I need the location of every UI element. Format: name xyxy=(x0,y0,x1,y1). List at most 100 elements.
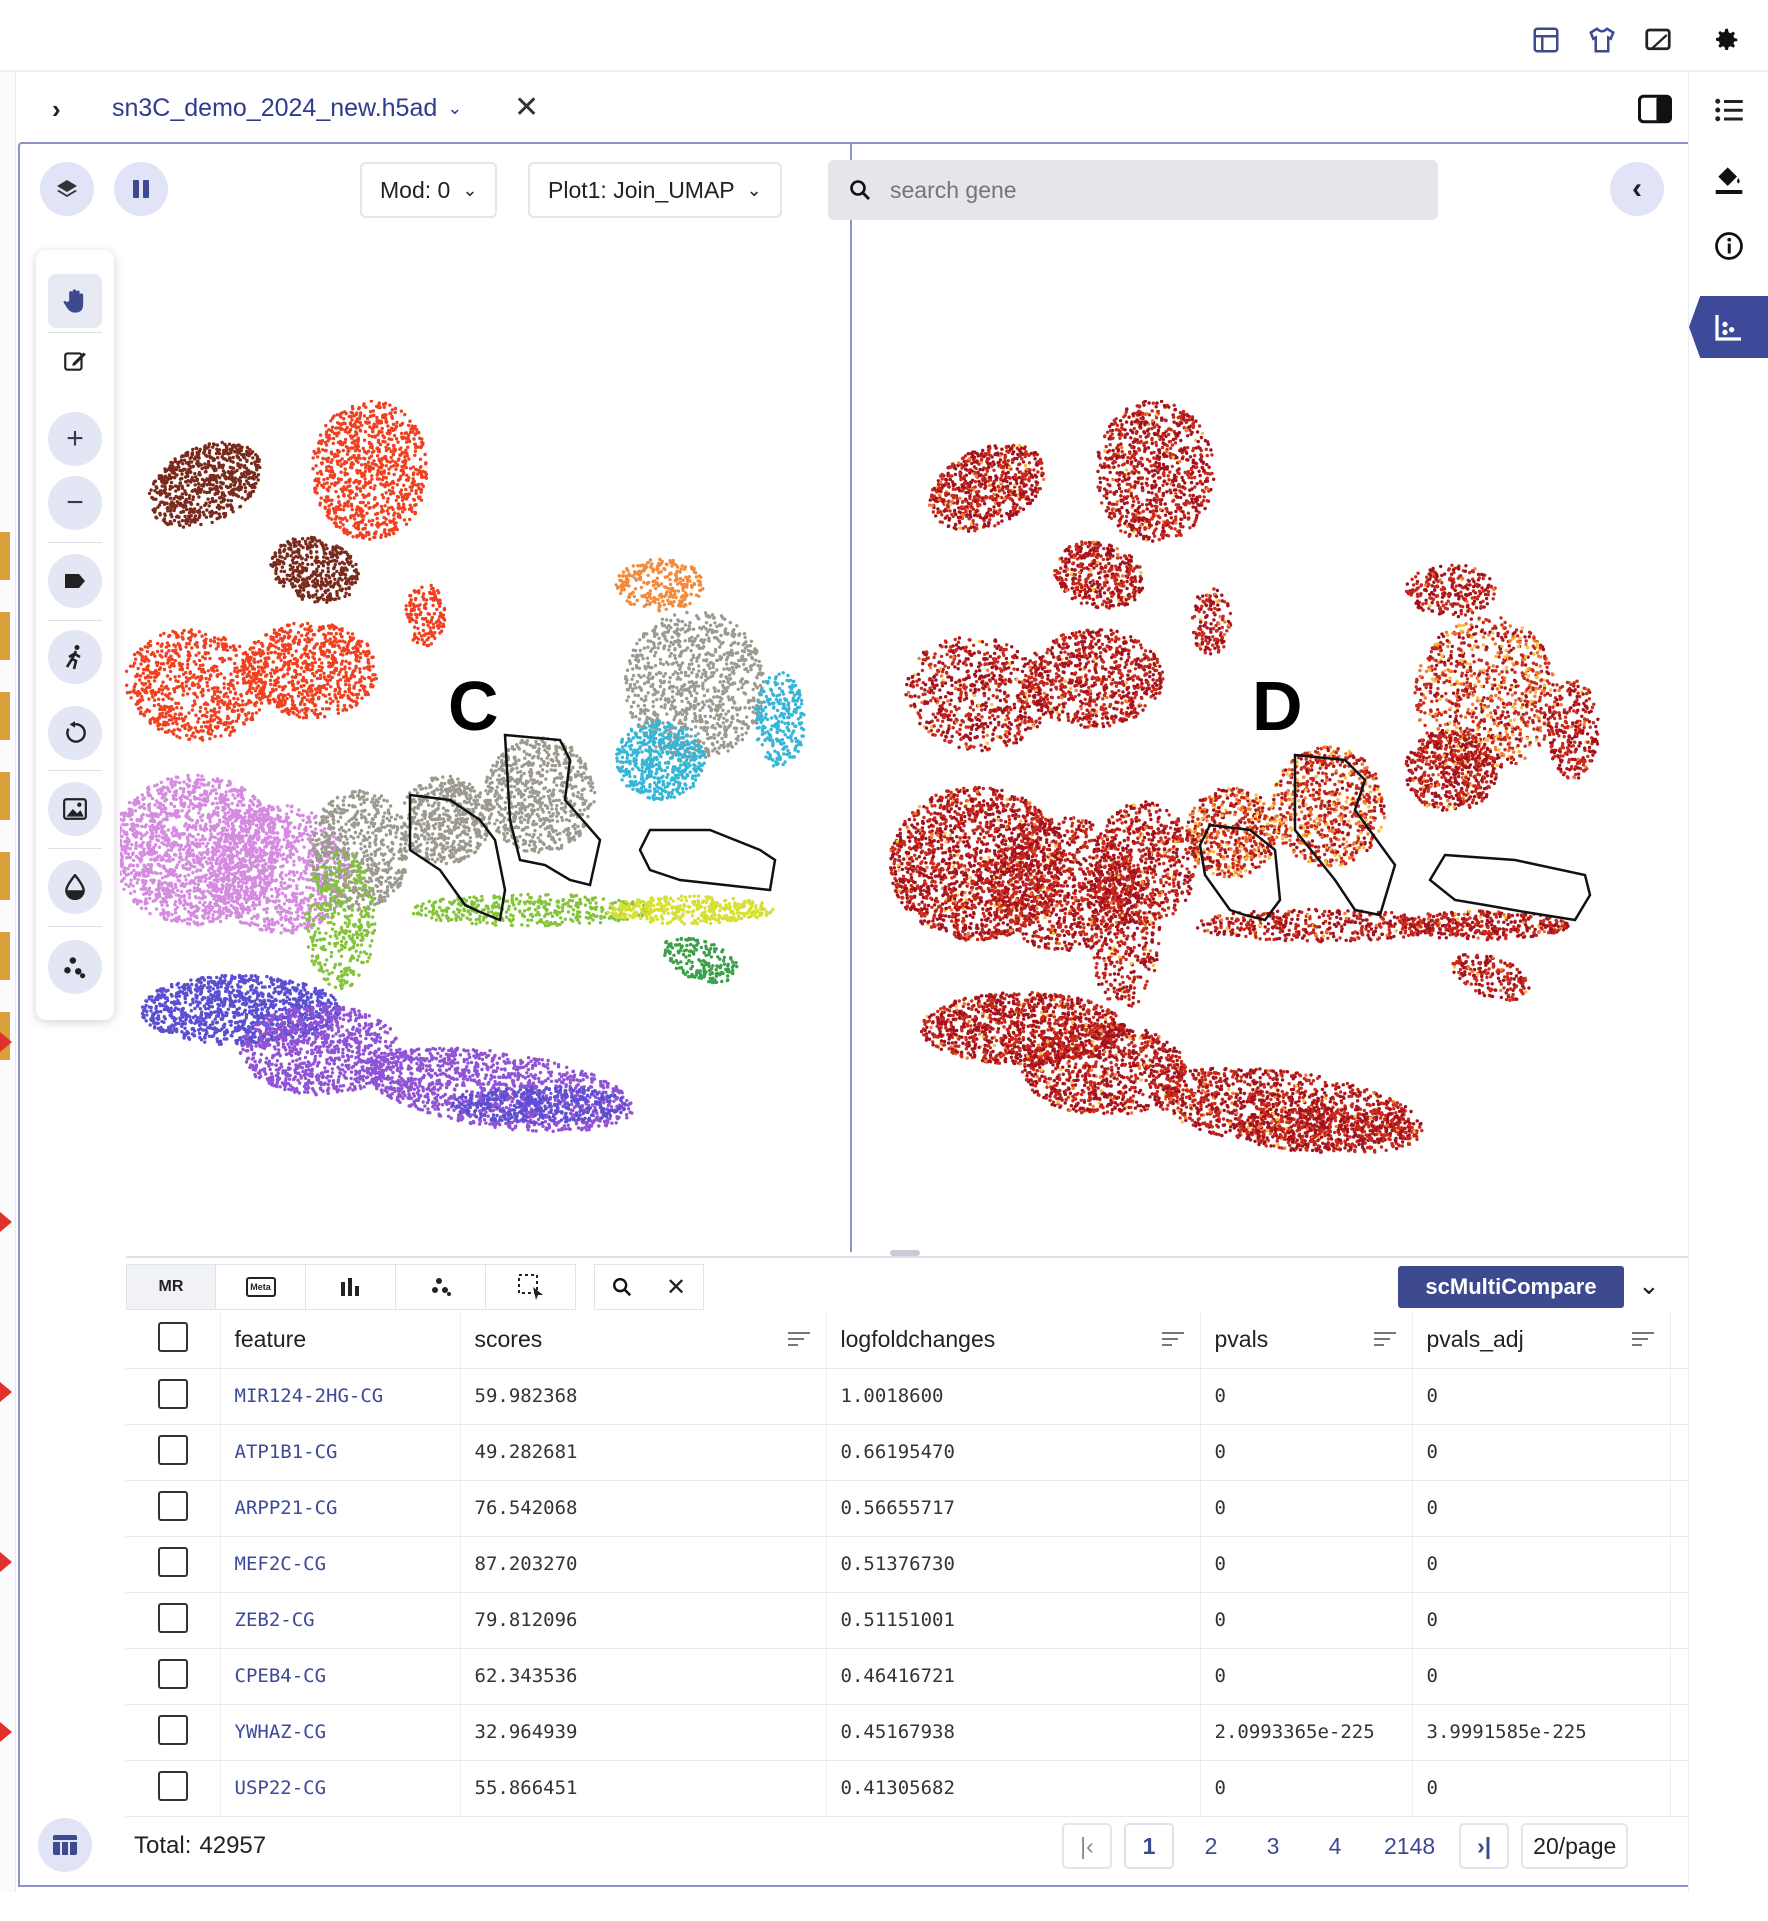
row-checkbox[interactable] xyxy=(158,1378,188,1409)
sort-icon[interactable] xyxy=(787,1332,810,1348)
hand-pan-icon[interactable] xyxy=(48,274,102,328)
cell-feature[interactable]: ARPP21-CG xyxy=(220,1480,461,1537)
cell-feature[interactable]: YWHAZ-CG xyxy=(220,1704,461,1761)
gene-search-input[interactable] xyxy=(890,176,1390,204)
row-checkbox[interactable] xyxy=(158,1658,188,1689)
row-checkbox[interactable] xyxy=(158,1546,188,1577)
layers-icon[interactable] xyxy=(40,162,94,216)
droplet-icon[interactable] xyxy=(48,860,102,914)
tab-meta[interactable]: Meta xyxy=(216,1264,306,1310)
scatter-icon[interactable] xyxy=(396,1264,486,1310)
zoom-out-icon[interactable]: − xyxy=(48,476,102,530)
scmulticompare-button[interactable]: scMultiCompare xyxy=(1398,1266,1624,1308)
column-header-pvals-adj[interactable]: pvals_adj xyxy=(1412,1312,1671,1369)
modality-select[interactable]: Mod: 0 ⌄ xyxy=(360,162,498,218)
sort-icon[interactable] xyxy=(1631,1332,1654,1348)
split-divider[interactable] xyxy=(850,142,852,1252)
pagination: |‹ 1 2 3 4 2148 ›| 20/page xyxy=(1062,1822,1629,1870)
selection-lasso[interactable] xyxy=(1428,853,1592,922)
row-checkbox[interactable] xyxy=(158,1434,188,1465)
row-checkbox[interactable] xyxy=(158,1714,188,1745)
cell-feature[interactable]: USP22-CG xyxy=(220,1760,461,1817)
table-row[interactable]: USP22-CG 55.866451 0.41305682 0 0 xyxy=(126,1760,1689,1817)
image-export-icon[interactable] xyxy=(48,782,102,836)
selection-lasso[interactable] xyxy=(1293,753,1397,917)
expand-chevron-icon[interactable]: › xyxy=(52,94,61,125)
settings-gear-icon[interactable] xyxy=(1708,22,1744,58)
layout-icon[interactable] xyxy=(1528,22,1564,58)
selection-lasso[interactable] xyxy=(638,828,777,892)
cell-feature[interactable]: MIR124-2HG-CG xyxy=(220,1368,461,1425)
shirt-icon[interactable] xyxy=(1584,22,1620,58)
table-row[interactable]: ARPP21-CG 76.542068 0.56655717 0 0 xyxy=(126,1480,1689,1537)
right-sidebar xyxy=(1688,72,1768,1892)
split-view-icon[interactable] xyxy=(1637,94,1673,129)
chart-icon[interactable] xyxy=(1689,296,1768,358)
column-header-scores[interactable]: scores xyxy=(460,1312,827,1369)
column-header-logfoldchanges-label: logfoldchanges xyxy=(841,1326,996,1352)
collapse-left-icon[interactable]: ‹ xyxy=(1610,162,1664,216)
row-checkbox[interactable] xyxy=(158,1490,188,1521)
table-row[interactable]: MIR124-2HG-CG 59.982368 1.0018600 0 0 xyxy=(126,1368,1689,1425)
bar-chart-icon[interactable] xyxy=(306,1264,396,1310)
cell-feature[interactable]: CPEB4-CG xyxy=(220,1648,461,1705)
umap-expression-plot[interactable] xyxy=(885,400,1675,1200)
cell-overflow xyxy=(1670,1704,1689,1761)
clear-icon[interactable]: ✕ xyxy=(649,1265,703,1309)
table-row[interactable]: ATP1B1-CG 49.282681 0.66195470 0 0 xyxy=(126,1424,1689,1481)
page-4[interactable]: 4 xyxy=(1310,1823,1360,1869)
cell-feature[interactable]: ATP1B1-CG xyxy=(220,1424,461,1481)
page-last[interactable]: 2148 xyxy=(1372,1823,1448,1869)
first-page-icon[interactable]: |‹ xyxy=(1062,1823,1112,1869)
sort-icon[interactable] xyxy=(1161,1332,1184,1348)
table-row[interactable]: ZEB2-CG 79.812096 0.51151001 0 0 xyxy=(126,1592,1689,1649)
reset-icon[interactable] xyxy=(48,706,102,760)
last-page-icon[interactable]: ›| xyxy=(1459,1823,1510,1869)
row-checkbox[interactable] xyxy=(158,1770,188,1801)
column-header-feature[interactable]: feature xyxy=(220,1312,461,1369)
chevron-down-icon[interactable]: ⌄ xyxy=(1638,1270,1660,1301)
close-icon[interactable]: ✕ xyxy=(514,90,539,125)
table-row[interactable]: CPEB4-CG 62.343536 0.46416721 0 0 xyxy=(126,1648,1689,1705)
row-checkbox[interactable] xyxy=(158,1602,188,1633)
table-row[interactable]: YWHAZ-CG 32.964939 0.45167938 2.0993365e-22… xyxy=(126,1704,1689,1761)
panel-bottom-border xyxy=(18,1885,1688,1887)
zoom-in-icon[interactable]: + xyxy=(48,412,102,466)
sort-icon[interactable] xyxy=(1373,1332,1396,1348)
row-checkbox-cell xyxy=(126,1648,221,1705)
select-all-checkbox[interactable] xyxy=(158,1321,188,1352)
pause-icon[interactable] xyxy=(114,162,168,216)
selection-lasso[interactable] xyxy=(503,733,602,887)
table-row[interactable]: MEF2C-CG 87.203270 0.51376730 0 0 xyxy=(126,1536,1689,1593)
walk-icon[interactable] xyxy=(48,630,102,684)
column-header-pvals-label: pvals xyxy=(1215,1326,1269,1352)
info-icon[interactable] xyxy=(1709,226,1749,266)
monitor-icon[interactable] xyxy=(1640,22,1676,58)
table-view-icon[interactable] xyxy=(38,1818,92,1872)
umap-cluster-plot[interactable] xyxy=(120,400,850,1160)
search-icon[interactable] xyxy=(595,1265,649,1309)
cell-feature[interactable]: MEF2C-CG xyxy=(220,1536,461,1593)
selection-lasso[interactable] xyxy=(1198,823,1282,922)
cell-overflow xyxy=(1670,1424,1689,1481)
selection-lasso[interactable] xyxy=(408,793,507,922)
label-tag-icon[interactable] xyxy=(48,554,102,608)
list-icon[interactable] xyxy=(1709,90,1749,130)
scatter-points-icon[interactable] xyxy=(48,940,102,994)
select-icon[interactable] xyxy=(486,1264,576,1310)
column-header-pvals[interactable]: pvals xyxy=(1200,1312,1413,1369)
edit-icon[interactable] xyxy=(48,334,102,388)
file-tab[interactable]: sn3C_demo_2024_new.h5ad ⌄ xyxy=(112,94,462,123)
cell-feature[interactable]: ZEB2-CG xyxy=(220,1592,461,1649)
page-2[interactable]: 2 xyxy=(1186,1823,1236,1869)
row-checkbox-cell xyxy=(126,1424,221,1481)
plot-select[interactable]: Plot1: Join_UMAP ⌄ xyxy=(528,162,782,218)
column-header-logfoldchanges[interactable]: logfoldchanges xyxy=(826,1312,1201,1369)
paint-bucket-icon[interactable] xyxy=(1709,158,1749,198)
page-size-select[interactable]: 20/page xyxy=(1521,1823,1629,1869)
resize-handle[interactable] xyxy=(890,1250,920,1256)
page-3[interactable]: 3 xyxy=(1248,1823,1298,1869)
page-1[interactable]: 1 xyxy=(1124,1823,1174,1869)
cell-pvals-adj: 0 xyxy=(1412,1480,1671,1537)
tab-mr[interactable]: MR xyxy=(126,1264,216,1310)
